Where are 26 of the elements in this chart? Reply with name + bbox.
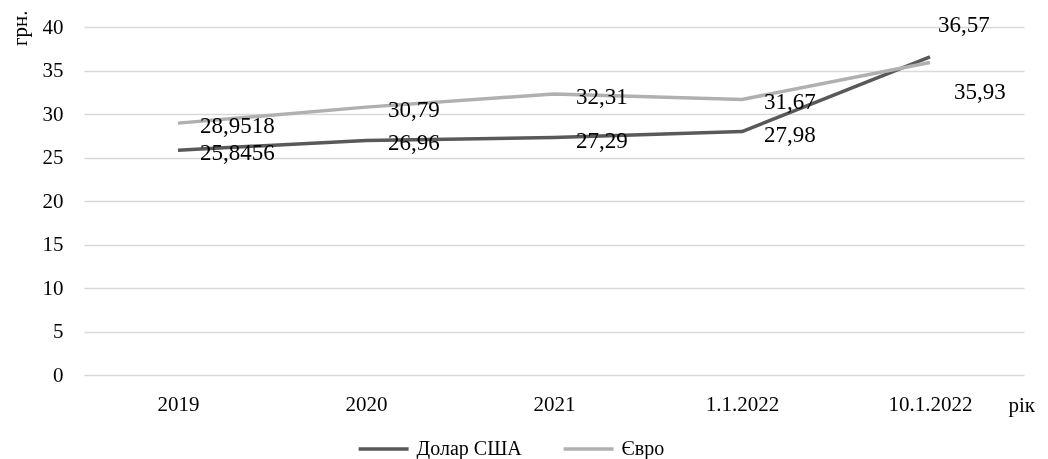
data-label: 36,57	[938, 11, 990, 37]
y-axis-title: грн.	[7, 10, 32, 47]
legend-label: Євро	[621, 437, 665, 459]
data-label: 32,31	[576, 83, 628, 109]
y-tick-label: 35	[42, 58, 64, 82]
data-label: 30,79	[388, 97, 440, 123]
x-tick-label: 2019	[157, 391, 200, 416]
x-tick-label: 2021	[533, 391, 576, 416]
x-axis-title: рік	[1008, 392, 1036, 417]
x-tick-label: 2020	[345, 391, 388, 416]
y-tick-label: 40	[42, 14, 64, 39]
y-tick-label: 25	[42, 145, 64, 169]
data-label: 28,9518	[200, 113, 275, 139]
x-tick-label: 10.1.2022	[888, 391, 973, 416]
y-tick-label: 15	[42, 232, 64, 256]
data-label: 27,98	[764, 121, 816, 147]
y-tick-label: 30	[42, 101, 64, 126]
data-label: 35,93	[954, 79, 1006, 105]
y-tick-label: 20	[42, 188, 64, 213]
y-tick-label: 5	[53, 319, 64, 343]
data-label: 25,8456	[200, 140, 275, 166]
y-tick-label: 0	[53, 362, 64, 387]
x-tick-label: 1.1.2022	[705, 391, 780, 416]
data-label: 31,67	[764, 89, 816, 115]
y-tick-label: 10	[42, 275, 64, 300]
legend-label: Долар США	[416, 437, 523, 459]
